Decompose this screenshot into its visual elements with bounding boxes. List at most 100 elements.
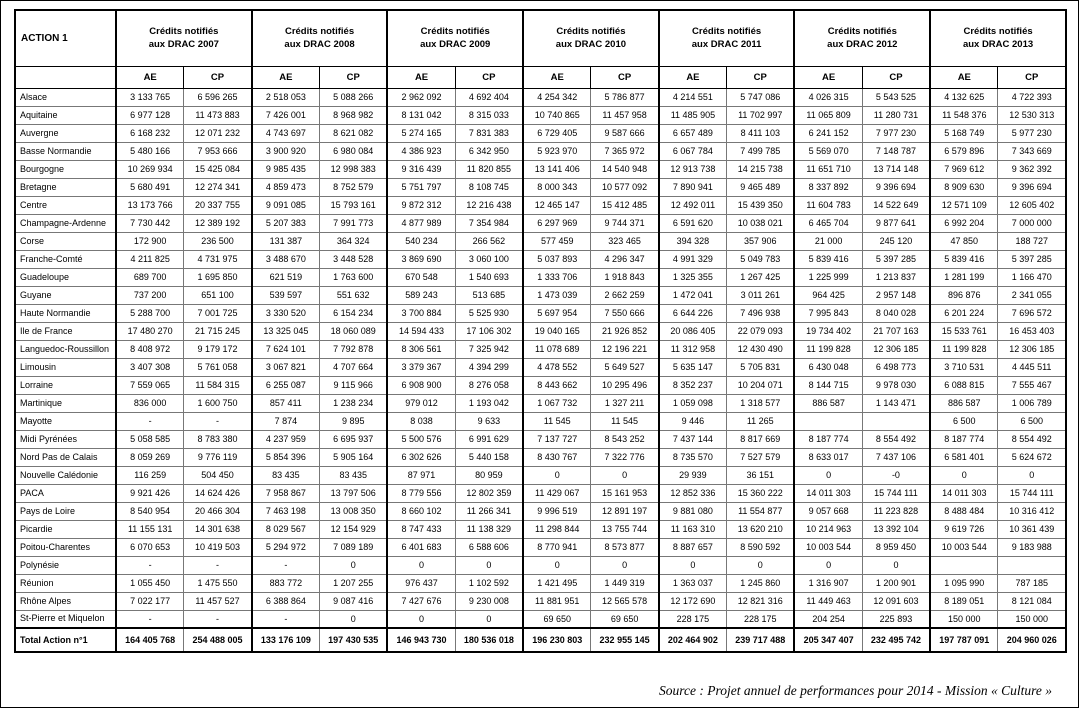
value-cell: 6 154 234 (319, 303, 388, 323)
value-cell: 5 697 954 (522, 303, 592, 323)
value-cell: 8 887 657 (657, 537, 728, 557)
region-row: Limousin 3 407 308 5 761 058 3 067 821 4 707… (14, 357, 1067, 377)
value-cell: 21 926 852 (590, 321, 660, 341)
value-cell: 6 596 265 (183, 87, 253, 107)
value-cell: 18 060 089 (319, 321, 388, 341)
value-cell: 1 695 850 (183, 267, 253, 287)
value-cell: 8 443 662 (522, 375, 592, 395)
total-row: Total Action n°1 164 405 768 254 488 005 13… (14, 627, 1067, 653)
value-cell: 13 008 350 (319, 501, 388, 521)
region-name: Martinique (14, 393, 117, 413)
value-cell: 6 581 401 (929, 447, 999, 467)
region-name: Haute Normandie (14, 303, 117, 323)
value-cell: 7 831 383 (454, 123, 524, 143)
value-cell: 10 038 021 (726, 213, 795, 233)
value-cell: 12 998 383 (319, 159, 388, 179)
value-cell: 9 230 008 (454, 591, 524, 611)
region-row: Mayotte - -7 874 9 895 8 038 9 633 11 545 11 54… (14, 411, 1067, 431)
value-cell: 5 635 147 (657, 357, 728, 377)
value-cell: 976 437 (386, 573, 456, 593)
value-cell: 245 120 (861, 231, 931, 251)
value-cell: 1 281 199 (929, 267, 999, 287)
value-cell: 6 342 950 (454, 141, 524, 161)
value-cell: 3 700 884 (386, 303, 456, 323)
value-cell: 1 193 042 (454, 393, 524, 413)
value-cell: 12 571 109 (929, 195, 999, 215)
value-cell: 7 874 (250, 411, 321, 431)
region-name: Guadeloupe (14, 267, 117, 287)
value-cell: 12 196 221 (590, 339, 660, 359)
value-cell: 11 163 310 (657, 519, 728, 539)
value-cell: 83 435 (319, 465, 388, 485)
value-cell: 0 (454, 609, 524, 629)
value-cell: 5 761 058 (183, 357, 253, 377)
region-name: Limousin (14, 357, 117, 377)
value-cell: 5 905 164 (319, 447, 388, 467)
value-cell: 8 959 450 (861, 537, 931, 557)
value-cell: 8 573 877 (590, 537, 660, 557)
value-cell: 7 958 867 (250, 483, 321, 503)
value-cell: 5 288 700 (115, 303, 185, 323)
value-cell: 0 (793, 555, 863, 575)
value-cell: 1 095 990 (929, 573, 999, 593)
value-cell: 1 763 600 (319, 267, 388, 287)
subheader-cp-4: CP (590, 65, 660, 89)
value-cell: - (250, 609, 321, 629)
value-cell: 4 026 315 (793, 87, 863, 107)
value-cell: 7 354 984 (454, 213, 524, 233)
value-cell: 1 473 039 (522, 285, 592, 305)
year-group-header-6: Crédits notifiés aux DRAC 2012 (793, 9, 931, 67)
value-cell: 83 435 (250, 465, 321, 485)
value-cell: 5 294 972 (250, 537, 321, 557)
value-cell: 12 605 402 (997, 195, 1067, 215)
value-cell: 1 102 592 (454, 573, 524, 593)
value-cell: 7 991 773 (319, 213, 388, 233)
value-cell: 12 802 359 (454, 483, 524, 503)
value-cell: 6 500 (929, 411, 999, 431)
value-cell: 7 496 938 (726, 303, 795, 323)
value-cell: 5 168 749 (929, 123, 999, 143)
region-row: Guyane 737 200 651 100 539 597 551 632 589 24… (14, 285, 1067, 305)
value-cell: 7 977 230 (861, 123, 931, 143)
value-cell: 4 445 511 (997, 357, 1067, 377)
region-name: PACA (14, 483, 117, 503)
value-cell: 13 797 506 (319, 483, 388, 503)
value-cell: 4 478 552 (522, 357, 592, 377)
value-cell: 6 991 629 (454, 429, 524, 449)
region-name: Lorraine (14, 375, 117, 395)
value-cell: 29 939 (657, 465, 728, 485)
value-cell: 11 548 376 (929, 105, 999, 125)
value-cell: 7 559 065 (115, 375, 185, 395)
value-cell: 4 722 393 (997, 87, 1067, 107)
value-cell: 11 199 828 (929, 339, 999, 359)
subheader-ae-2: AE (250, 65, 321, 89)
value-cell (929, 555, 999, 575)
value-cell: 10 419 503 (183, 537, 253, 557)
value-cell: 5 049 783 (726, 249, 795, 269)
value-cell: 5 480 166 (115, 141, 185, 161)
value-cell: 3 379 367 (386, 357, 456, 377)
value-cell: 11 265 (726, 411, 795, 431)
value-cell: 7 499 785 (726, 141, 795, 161)
value-cell: 7 953 666 (183, 141, 253, 161)
region-row: Nouvelle Calédonie 116 259 504 450 83 435 83… (14, 465, 1067, 485)
value-cell: 1 333 706 (522, 267, 592, 287)
value-cell: 11 545 (590, 411, 660, 431)
value-cell: 11 065 809 (793, 105, 863, 125)
value-cell: 0 (929, 465, 999, 485)
value-cell: 12 154 929 (319, 519, 388, 539)
value-cell: 5 649 527 (590, 357, 660, 377)
value-cell: 7 427 676 (386, 591, 456, 611)
value-cell: 11 312 958 (657, 339, 728, 359)
value-cell: 13 325 045 (250, 321, 321, 341)
value-cell: 9 115 966 (319, 375, 388, 395)
value-cell: - (115, 411, 185, 431)
value-cell: 6 591 620 (657, 213, 728, 233)
total-value-cell: 180 536 018 (454, 627, 524, 653)
region-row: Picardie 11 155 131 14 301 638 8 029 567 12 … (14, 519, 1067, 539)
value-cell: 14 215 738 (726, 159, 795, 179)
subheader-ae-1: AE (115, 65, 185, 89)
value-cell: 8 783 380 (183, 429, 253, 449)
value-cell: 1 006 789 (997, 393, 1067, 413)
value-cell: 1 059 098 (657, 393, 728, 413)
